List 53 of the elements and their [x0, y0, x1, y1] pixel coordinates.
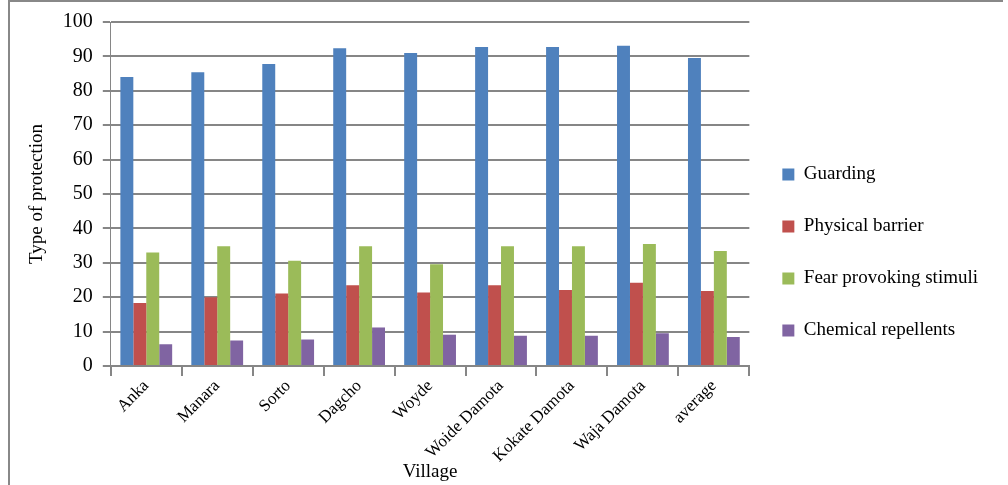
bar: [372, 327, 386, 366]
y-tick-label: 70: [72, 112, 93, 135]
y-tick-label: 0: [82, 353, 93, 376]
legend-label: Fear provoking stimuli: [803, 266, 978, 288]
bar: [333, 48, 347, 366]
bar: [191, 72, 205, 366]
bar: [488, 285, 502, 366]
bar: [346, 285, 360, 366]
bar: [546, 47, 560, 366]
y-tick-label: 90: [72, 43, 93, 66]
bar: [288, 260, 302, 366]
bar: [120, 77, 134, 366]
bar: [655, 333, 669, 366]
y-tick-label: 60: [72, 146, 93, 169]
bar: [262, 63, 276, 366]
bar: [275, 293, 289, 366]
legend-label: Chemical repellents: [803, 318, 956, 340]
bar: [133, 303, 147, 366]
bar: [301, 339, 315, 366]
bar: [726, 337, 740, 366]
bar: [230, 340, 244, 366]
y-tick-label: 40: [72, 215, 93, 238]
legend-label: Physical barrier: [803, 214, 925, 236]
bar: [642, 243, 656, 366]
bar: [159, 344, 173, 366]
bar: [513, 335, 527, 366]
bar: [475, 47, 489, 366]
y-tick-label: 30: [72, 250, 93, 273]
y-tick-label: 50: [72, 181, 93, 204]
y-tick-label: 80: [72, 78, 93, 101]
bar: [146, 252, 160, 366]
y-tick-label: 100: [62, 9, 93, 32]
bar: [359, 246, 373, 366]
bar: [443, 334, 456, 366]
legend-label: Guarding: [803, 162, 877, 184]
x-axis-title: Village: [402, 459, 458, 481]
y-tick-label: 20: [72, 284, 93, 307]
bar: [559, 289, 572, 366]
y-axis-title: Type of protection: [25, 123, 47, 265]
bar: [404, 52, 418, 366]
bar: [501, 246, 514, 366]
bar: [687, 58, 701, 366]
y-tick-label: 10: [72, 318, 93, 341]
bar: [713, 251, 727, 366]
bar: [629, 282, 643, 366]
bar: [217, 246, 231, 366]
bar: [571, 246, 585, 366]
bar: [700, 291, 714, 366]
bar: [617, 45, 630, 366]
bar: [430, 264, 444, 366]
bar: [417, 292, 431, 366]
bar: [204, 297, 218, 366]
bar: [584, 335, 598, 366]
